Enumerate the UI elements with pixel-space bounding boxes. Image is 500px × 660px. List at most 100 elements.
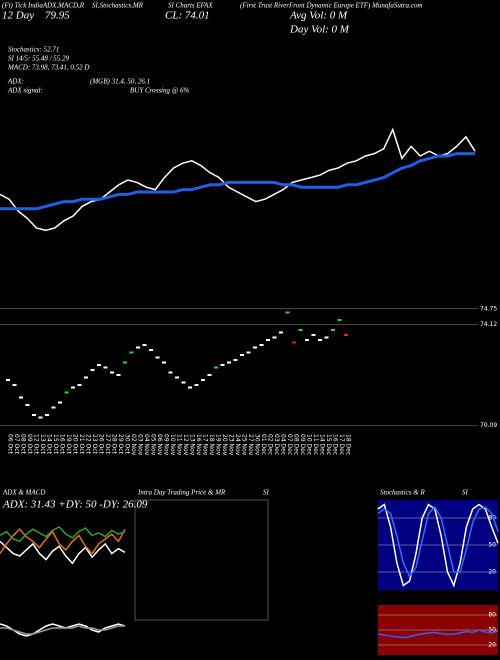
series-line <box>0 625 125 635</box>
x-tick-label: 03 Dec <box>273 434 280 455</box>
x-tick-label: 07 Oct <box>13 434 20 455</box>
header-text: 79.95 <box>45 10 70 22</box>
series-line <box>0 623 126 637</box>
x-tick-label: 14 Dec <box>319 434 326 455</box>
candle <box>266 339 270 341</box>
series-line <box>0 152 475 211</box>
x-tick-label: 30 Oct <box>124 434 131 455</box>
candle <box>253 346 257 349</box>
candle <box>311 334 316 336</box>
candle <box>19 396 23 399</box>
candle <box>240 354 244 356</box>
panel-subtitle: ADX: 31.43 +DY: 50 -DY: 26.09 <box>2 499 148 511</box>
series-line <box>0 528 126 555</box>
x-tick-label: 26 Oct <box>98 434 105 455</box>
y-tick-label: 70.09 <box>480 422 497 429</box>
intraday-box <box>134 499 269 621</box>
x-tick-label: 10 Dec <box>306 434 313 455</box>
candle <box>324 336 329 339</box>
candle <box>51 406 56 409</box>
candle <box>318 339 322 341</box>
candle <box>181 381 186 384</box>
candle <box>155 356 160 359</box>
x-tick-label: 16 Oct <box>59 434 66 455</box>
candle <box>285 311 290 314</box>
x-tick-label: 06 Nov <box>156 434 163 456</box>
x-tick-label: 10 Nov <box>169 434 176 456</box>
x-tick-label: 13 Oct <box>39 434 46 455</box>
candle <box>246 351 251 354</box>
candle <box>97 364 101 366</box>
y-tick-label: 80 <box>488 515 496 522</box>
panel-title: Stochastics & R <box>380 489 425 497</box>
candle <box>188 386 192 389</box>
candle <box>110 371 114 374</box>
header-text: CL: 74.01 <box>165 10 210 22</box>
indicator-text: BUY Crossing @ 6% <box>130 87 189 95</box>
x-tick-label: 15 Dec <box>325 434 332 455</box>
candle <box>233 359 238 361</box>
header-text: Avg Vol: 0 M <box>289 10 348 22</box>
candle <box>71 386 75 389</box>
header-text: 12 Day <box>2 10 34 22</box>
x-tick-label: 01 Dec <box>260 434 267 455</box>
candle <box>272 336 277 339</box>
x-tick-label: 02 Nov <box>130 434 137 456</box>
x-tick-label: 30 Nov <box>254 434 261 456</box>
candle <box>129 351 134 354</box>
y-tick-label: 80 <box>488 612 496 619</box>
candle <box>259 344 264 346</box>
x-tick-label: 19 Oct <box>65 434 72 455</box>
candle <box>207 374 212 376</box>
x-tick-label: 24 Nov <box>234 434 241 456</box>
x-tick-label: 25 Nov <box>241 434 248 456</box>
candle <box>337 319 342 321</box>
series-line <box>0 540 126 565</box>
x-tick-label: 14 Oct <box>46 434 53 455</box>
x-tick-label: 11 Dec <box>312 434 319 455</box>
x-tick-label: 27 Nov <box>247 434 254 456</box>
indicator-text: ADX signal: <box>7 87 43 95</box>
candle <box>292 341 296 344</box>
candle <box>220 364 225 366</box>
header-text: (First Trust RiverFront Dynamic Europe E… <box>240 2 422 10</box>
candle <box>58 401 62 404</box>
y-tick-label: 74.12 <box>480 321 497 328</box>
x-tick-label: 20 Nov <box>221 434 228 456</box>
candle <box>201 379 205 381</box>
candle <box>142 344 147 346</box>
x-tick-label: 17 Nov <box>202 434 209 456</box>
candle <box>344 334 348 336</box>
candle <box>32 414 36 416</box>
x-tick-label: 05 Nov <box>150 434 157 456</box>
candle <box>38 416 43 419</box>
series-line <box>377 503 499 588</box>
series-line <box>377 629 499 639</box>
x-tick-label: 02 Dec <box>267 434 274 455</box>
candle <box>305 339 309 341</box>
y-tick-label: 50 <box>488 627 496 634</box>
candle <box>25 404 30 406</box>
x-tick-label: 06 Oct <box>7 434 14 455</box>
candle <box>116 374 121 376</box>
x-tick-label: 16 Dec <box>332 434 339 455</box>
y-tick-label: 74.75 <box>480 305 497 312</box>
candle <box>84 376 88 379</box>
series-line <box>0 127 476 232</box>
candle <box>77 384 82 386</box>
candle <box>6 379 10 381</box>
candle <box>64 391 69 394</box>
x-tick-label: 09 Nov <box>163 434 170 456</box>
candle <box>214 366 218 369</box>
x-tick-label: 12 Oct <box>33 434 40 455</box>
header-text: SI,Stochastics,MR <box>92 2 144 10</box>
x-tick-label: 17 Dec <box>338 434 345 455</box>
series-line <box>0 525 126 543</box>
x-tick-label: 08 Oct <box>20 434 27 455</box>
x-tick-label: 23 Oct <box>91 434 98 455</box>
candle <box>168 371 173 374</box>
x-tick-label: 29 Oct <box>117 434 124 455</box>
panel-title: ADX & MACD <box>2 489 45 497</box>
indicator-text: (MGB) 31.4, 50, 26.1 <box>90 78 150 86</box>
